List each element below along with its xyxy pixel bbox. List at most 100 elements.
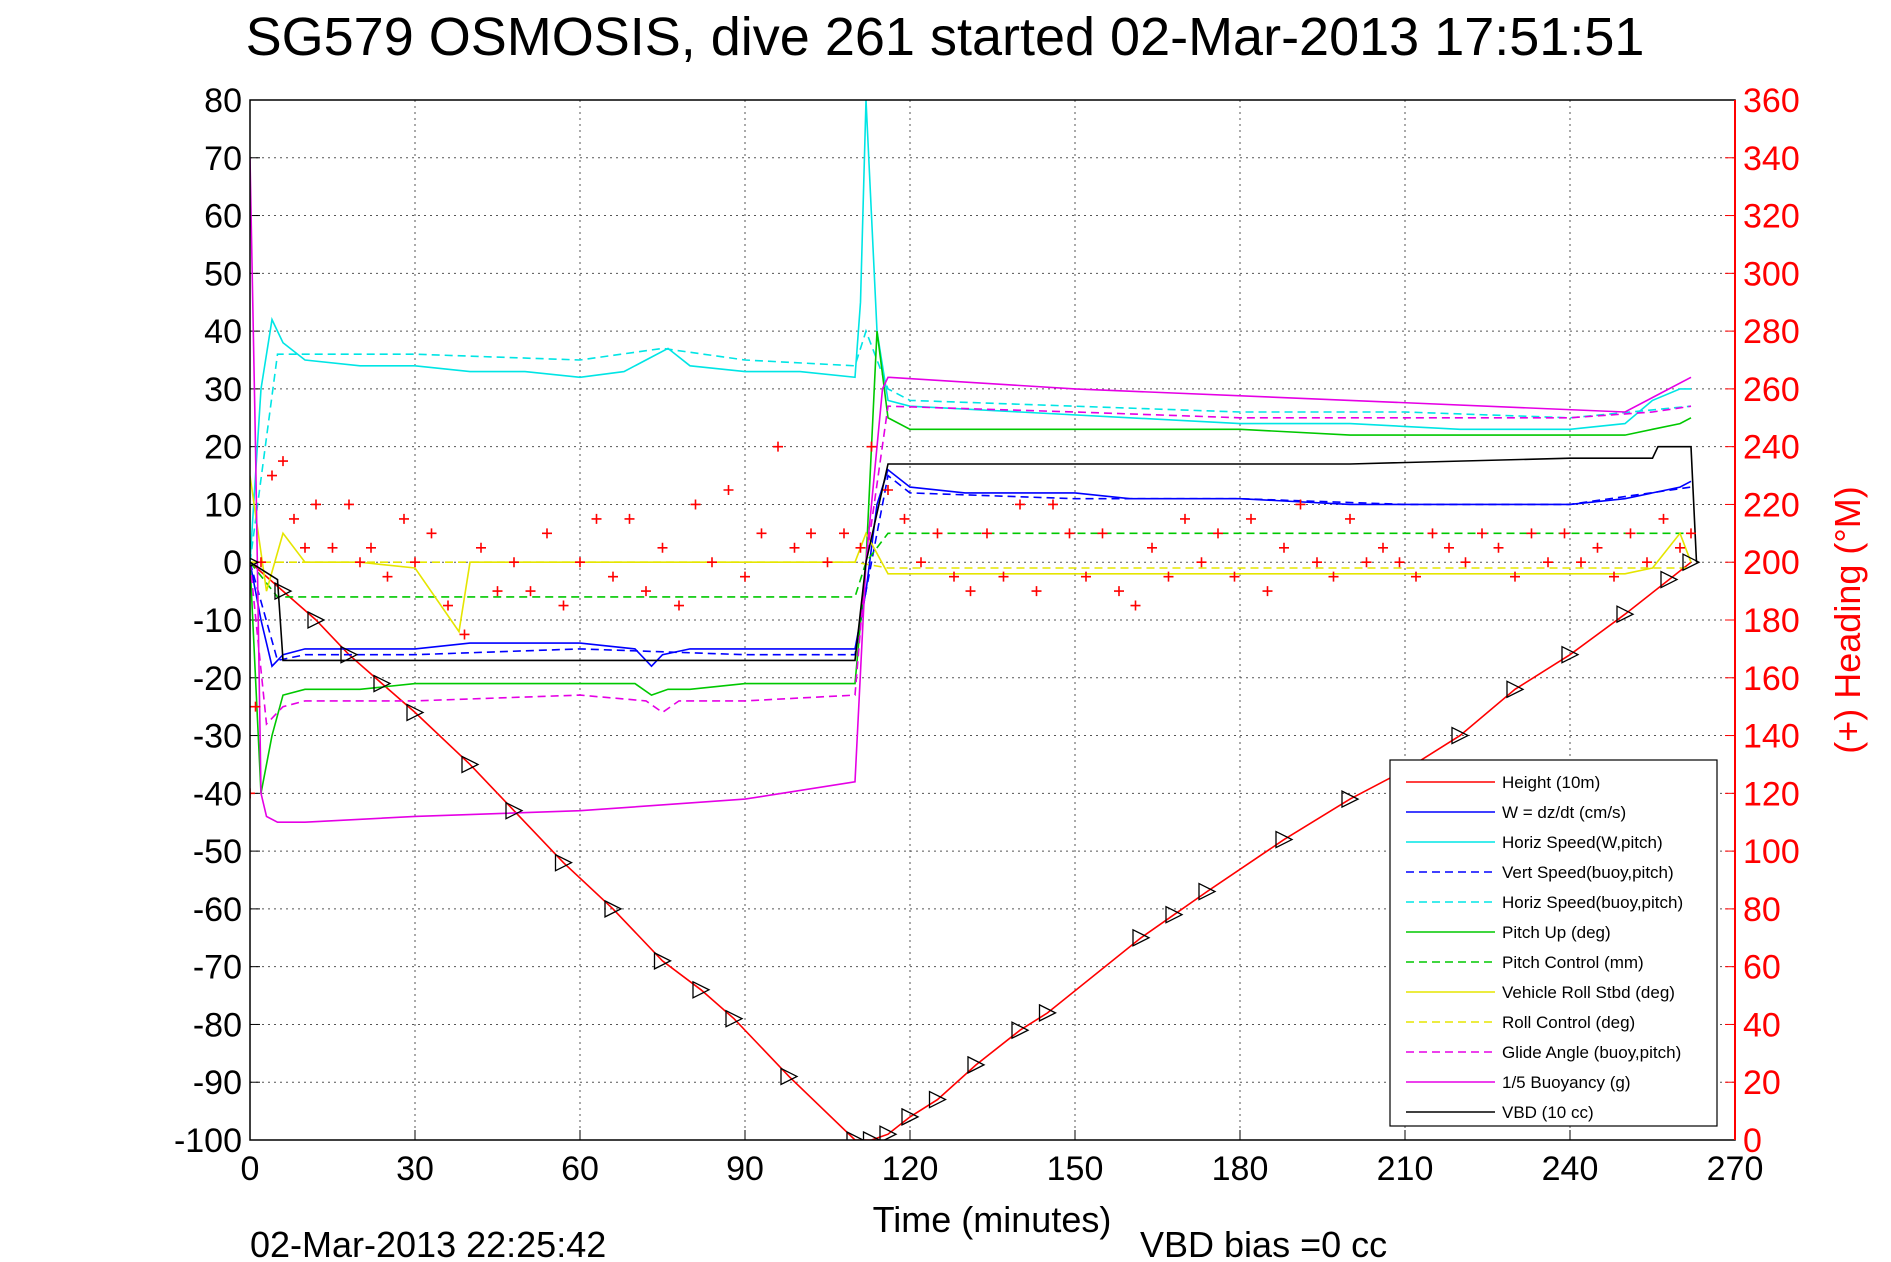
series-line-3 <box>250 474 1692 662</box>
x-tick-label: 120 <box>882 1150 939 1188</box>
heading-point <box>1097 528 1108 539</box>
y-tick-label: -70 <box>193 949 242 987</box>
heading-point <box>965 586 976 597</box>
heading-point <box>311 499 321 510</box>
depth-marker <box>274 582 293 601</box>
heading-point <box>344 499 354 510</box>
depth-marker <box>1451 726 1470 745</box>
series-line-4 <box>250 328 1692 563</box>
x-tick-label: 150 <box>1047 1150 1104 1188</box>
heading-point <box>855 542 866 553</box>
heading-point <box>1114 586 1124 597</box>
heading-point <box>1279 542 1289 553</box>
depth-marker <box>780 1067 799 1086</box>
depth-marker <box>846 1130 865 1140</box>
heading-point <box>1526 528 1537 539</box>
heading-point <box>399 513 409 524</box>
footer-timestamp: 02-Mar-2013 22:25:42 <box>250 1224 606 1262</box>
depth-marker <box>340 645 359 664</box>
depth-marker <box>1660 570 1679 589</box>
heading-point <box>443 600 453 611</box>
heading-point <box>1394 557 1405 568</box>
legend-label: W = dz/dt (cm/s) <box>1502 803 1626 822</box>
heading-point <box>1411 571 1421 582</box>
right-tick-label: 120 <box>1743 775 1800 813</box>
chart-title: SG579 OSMOSIS, dive 261 started 02-Mar-2… <box>246 7 1645 67</box>
y-tick-label: 30 <box>204 371 242 409</box>
heading-point <box>1246 513 1256 524</box>
heading-point <box>410 557 420 568</box>
right-axis-label: (+) Heading (°M) <box>1827 486 1868 753</box>
heading-point <box>1361 557 1372 568</box>
heading-point <box>1048 499 1058 510</box>
heading-point <box>1312 557 1322 568</box>
heading-point <box>1163 571 1174 582</box>
y-tick-label: -20 <box>193 660 242 698</box>
y-tick-label: 80 <box>204 82 242 120</box>
x-tick-label: 0 <box>241 1150 260 1188</box>
x-tick-label: 210 <box>1377 1150 1434 1188</box>
series-line-1 <box>250 468 1692 668</box>
heading-point <box>1642 557 1652 568</box>
depth-marker <box>967 1055 986 1074</box>
heading-point <box>789 542 800 553</box>
heading-point <box>1064 528 1075 539</box>
legend-label: Vehicle Roll Stbd (deg) <box>1502 983 1675 1002</box>
depth-marker <box>1561 645 1580 664</box>
series-line-6 <box>250 532 1691 598</box>
x-tick-label: 60 <box>561 1150 599 1188</box>
right-tick-label: 20 <box>1743 1064 1781 1102</box>
depth-marker <box>1506 680 1525 699</box>
heading-point <box>278 456 288 467</box>
heading-point <box>1510 571 1520 582</box>
depth-marker <box>1616 605 1635 624</box>
heading-point <box>591 513 602 524</box>
right-tick-label: 220 <box>1743 486 1800 524</box>
heading-point <box>558 600 569 611</box>
heading-point <box>250 788 255 799</box>
right-tick-label: 340 <box>1743 140 1800 178</box>
depth-marker <box>862 1130 881 1140</box>
heading-point <box>690 499 701 510</box>
x-tick-label: 90 <box>726 1150 764 1188</box>
right-tick-label: 180 <box>1743 602 1800 640</box>
heading-point <box>932 528 943 539</box>
heading-point <box>542 528 552 539</box>
right-tick-label: 260 <box>1743 371 1800 409</box>
heading-point <box>327 542 338 553</box>
heading-point <box>1213 528 1223 539</box>
depth-marker <box>1038 1003 1057 1022</box>
heading-layer <box>250 441 1696 799</box>
heading-point <box>1130 600 1141 611</box>
x-tick-label: 270 <box>1707 1150 1764 1188</box>
footer-vbd-bias: VBD bias =0 cc <box>1140 1224 1387 1262</box>
depth-marker <box>1198 882 1217 901</box>
heading-point <box>459 629 470 640</box>
series-line-9 <box>250 405 1692 726</box>
heading-point <box>740 571 750 582</box>
heading-point <box>1427 528 1438 539</box>
series-line-11 <box>250 445 1698 662</box>
depth-marker <box>461 755 480 774</box>
heading-point <box>806 528 816 539</box>
right-tick-label: 280 <box>1743 313 1800 351</box>
heading-point <box>1625 528 1636 539</box>
heading-point <box>1378 542 1388 553</box>
heading-point <box>1493 542 1504 553</box>
heading-point <box>1295 499 1306 510</box>
y-tick-label: 60 <box>204 198 242 236</box>
heading-point <box>899 513 910 524</box>
depth-marker <box>1011 1021 1030 1040</box>
heading-point <box>575 557 585 568</box>
heading-point <box>1328 571 1339 582</box>
heading-point <box>1081 571 1091 582</box>
heading-point <box>1686 528 1696 539</box>
heading-point <box>509 557 519 568</box>
heading-point <box>1658 513 1669 524</box>
heading-point <box>707 557 717 568</box>
depth-marker <box>554 853 573 872</box>
series-layer <box>250 100 1698 1140</box>
x-tick-label: 240 <box>1542 1150 1599 1188</box>
heading-point <box>982 528 992 539</box>
